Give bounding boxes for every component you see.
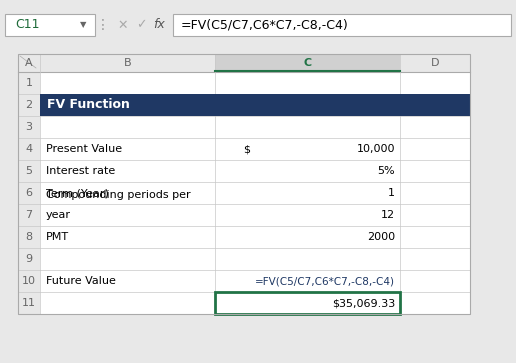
Bar <box>40 94 470 116</box>
Text: 11: 11 <box>22 298 36 308</box>
Text: ✓: ✓ <box>136 19 146 32</box>
Text: Future Value: Future Value <box>46 276 116 286</box>
Text: 7: 7 <box>25 210 33 220</box>
Bar <box>0 0 516 46</box>
Text: 2000: 2000 <box>367 232 395 242</box>
Text: fx: fx <box>153 19 165 32</box>
Text: 9: 9 <box>25 254 33 264</box>
Text: 4: 4 <box>25 144 33 154</box>
Bar <box>18 54 470 72</box>
Text: C: C <box>303 58 312 68</box>
Text: ⋮: ⋮ <box>96 18 110 32</box>
Text: Term (Year): Term (Year) <box>46 188 109 198</box>
Bar <box>40 54 470 314</box>
Text: ▼: ▼ <box>80 20 86 29</box>
Text: Present Value: Present Value <box>46 144 122 154</box>
Text: C11: C11 <box>15 19 40 32</box>
Bar <box>0 46 516 54</box>
Text: ✕: ✕ <box>118 19 128 32</box>
Text: 1: 1 <box>25 78 33 88</box>
Text: $35,069.33: $35,069.33 <box>332 298 395 308</box>
Text: $: $ <box>243 144 250 154</box>
Text: =FV(C5/C7,C6*C7,-C8,-C4): =FV(C5/C7,C6*C7,-C8,-C4) <box>255 276 395 286</box>
Bar <box>18 54 470 314</box>
Text: D: D <box>431 58 439 68</box>
Text: 12: 12 <box>381 210 395 220</box>
Bar <box>173 14 511 36</box>
Text: A: A <box>25 58 33 68</box>
Text: 10: 10 <box>22 276 36 286</box>
Text: year: year <box>46 210 71 220</box>
Text: 3: 3 <box>25 122 33 132</box>
Text: PMT: PMT <box>46 232 69 242</box>
Text: 5: 5 <box>25 166 33 176</box>
Text: 8: 8 <box>25 232 33 242</box>
Text: Interest rate: Interest rate <box>46 166 115 176</box>
Text: =FV(C5/C7,C6*C7,-C8,-C4): =FV(C5/C7,C6*C7,-C8,-C4) <box>181 19 349 32</box>
Text: B: B <box>124 58 131 68</box>
Text: Compounding periods per: Compounding periods per <box>46 190 190 200</box>
Text: 1: 1 <box>388 188 395 198</box>
Bar <box>215 54 400 72</box>
Text: 10,000: 10,000 <box>357 144 395 154</box>
Bar <box>215 292 400 314</box>
Bar <box>5 14 95 36</box>
Text: 2: 2 <box>25 100 33 110</box>
Bar <box>18 54 40 314</box>
Text: FV Function: FV Function <box>47 98 130 111</box>
Text: 5%: 5% <box>377 166 395 176</box>
Text: 6: 6 <box>25 188 33 198</box>
